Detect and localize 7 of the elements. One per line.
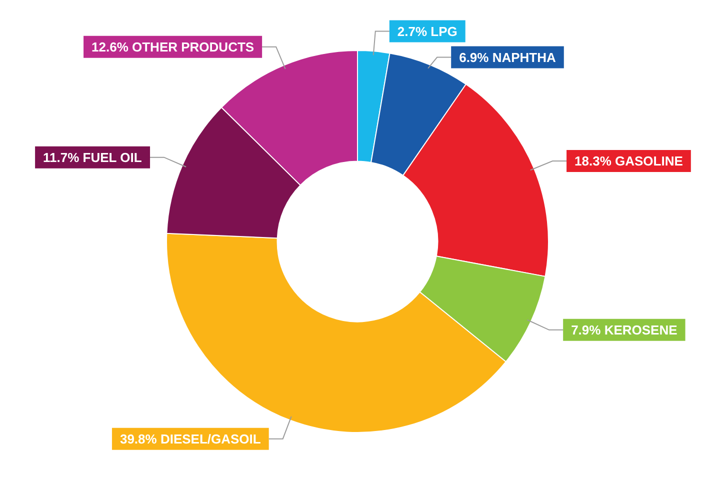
slice-label: 11.7% FUEL OIL [43,150,142,165]
slice-label: 12.6% OTHER PRODUCTS [92,39,254,54]
slice-label: 7.9% KEROSENE [571,322,678,338]
slice-label: 18.3% GASOLINE [574,154,684,169]
slice-label: 6.9% NAPHTHA [459,50,557,65]
slice-label: 2.7% LPG [397,24,458,39]
slice-label: 39.8% DIESEL/GASOIL [120,431,261,446]
